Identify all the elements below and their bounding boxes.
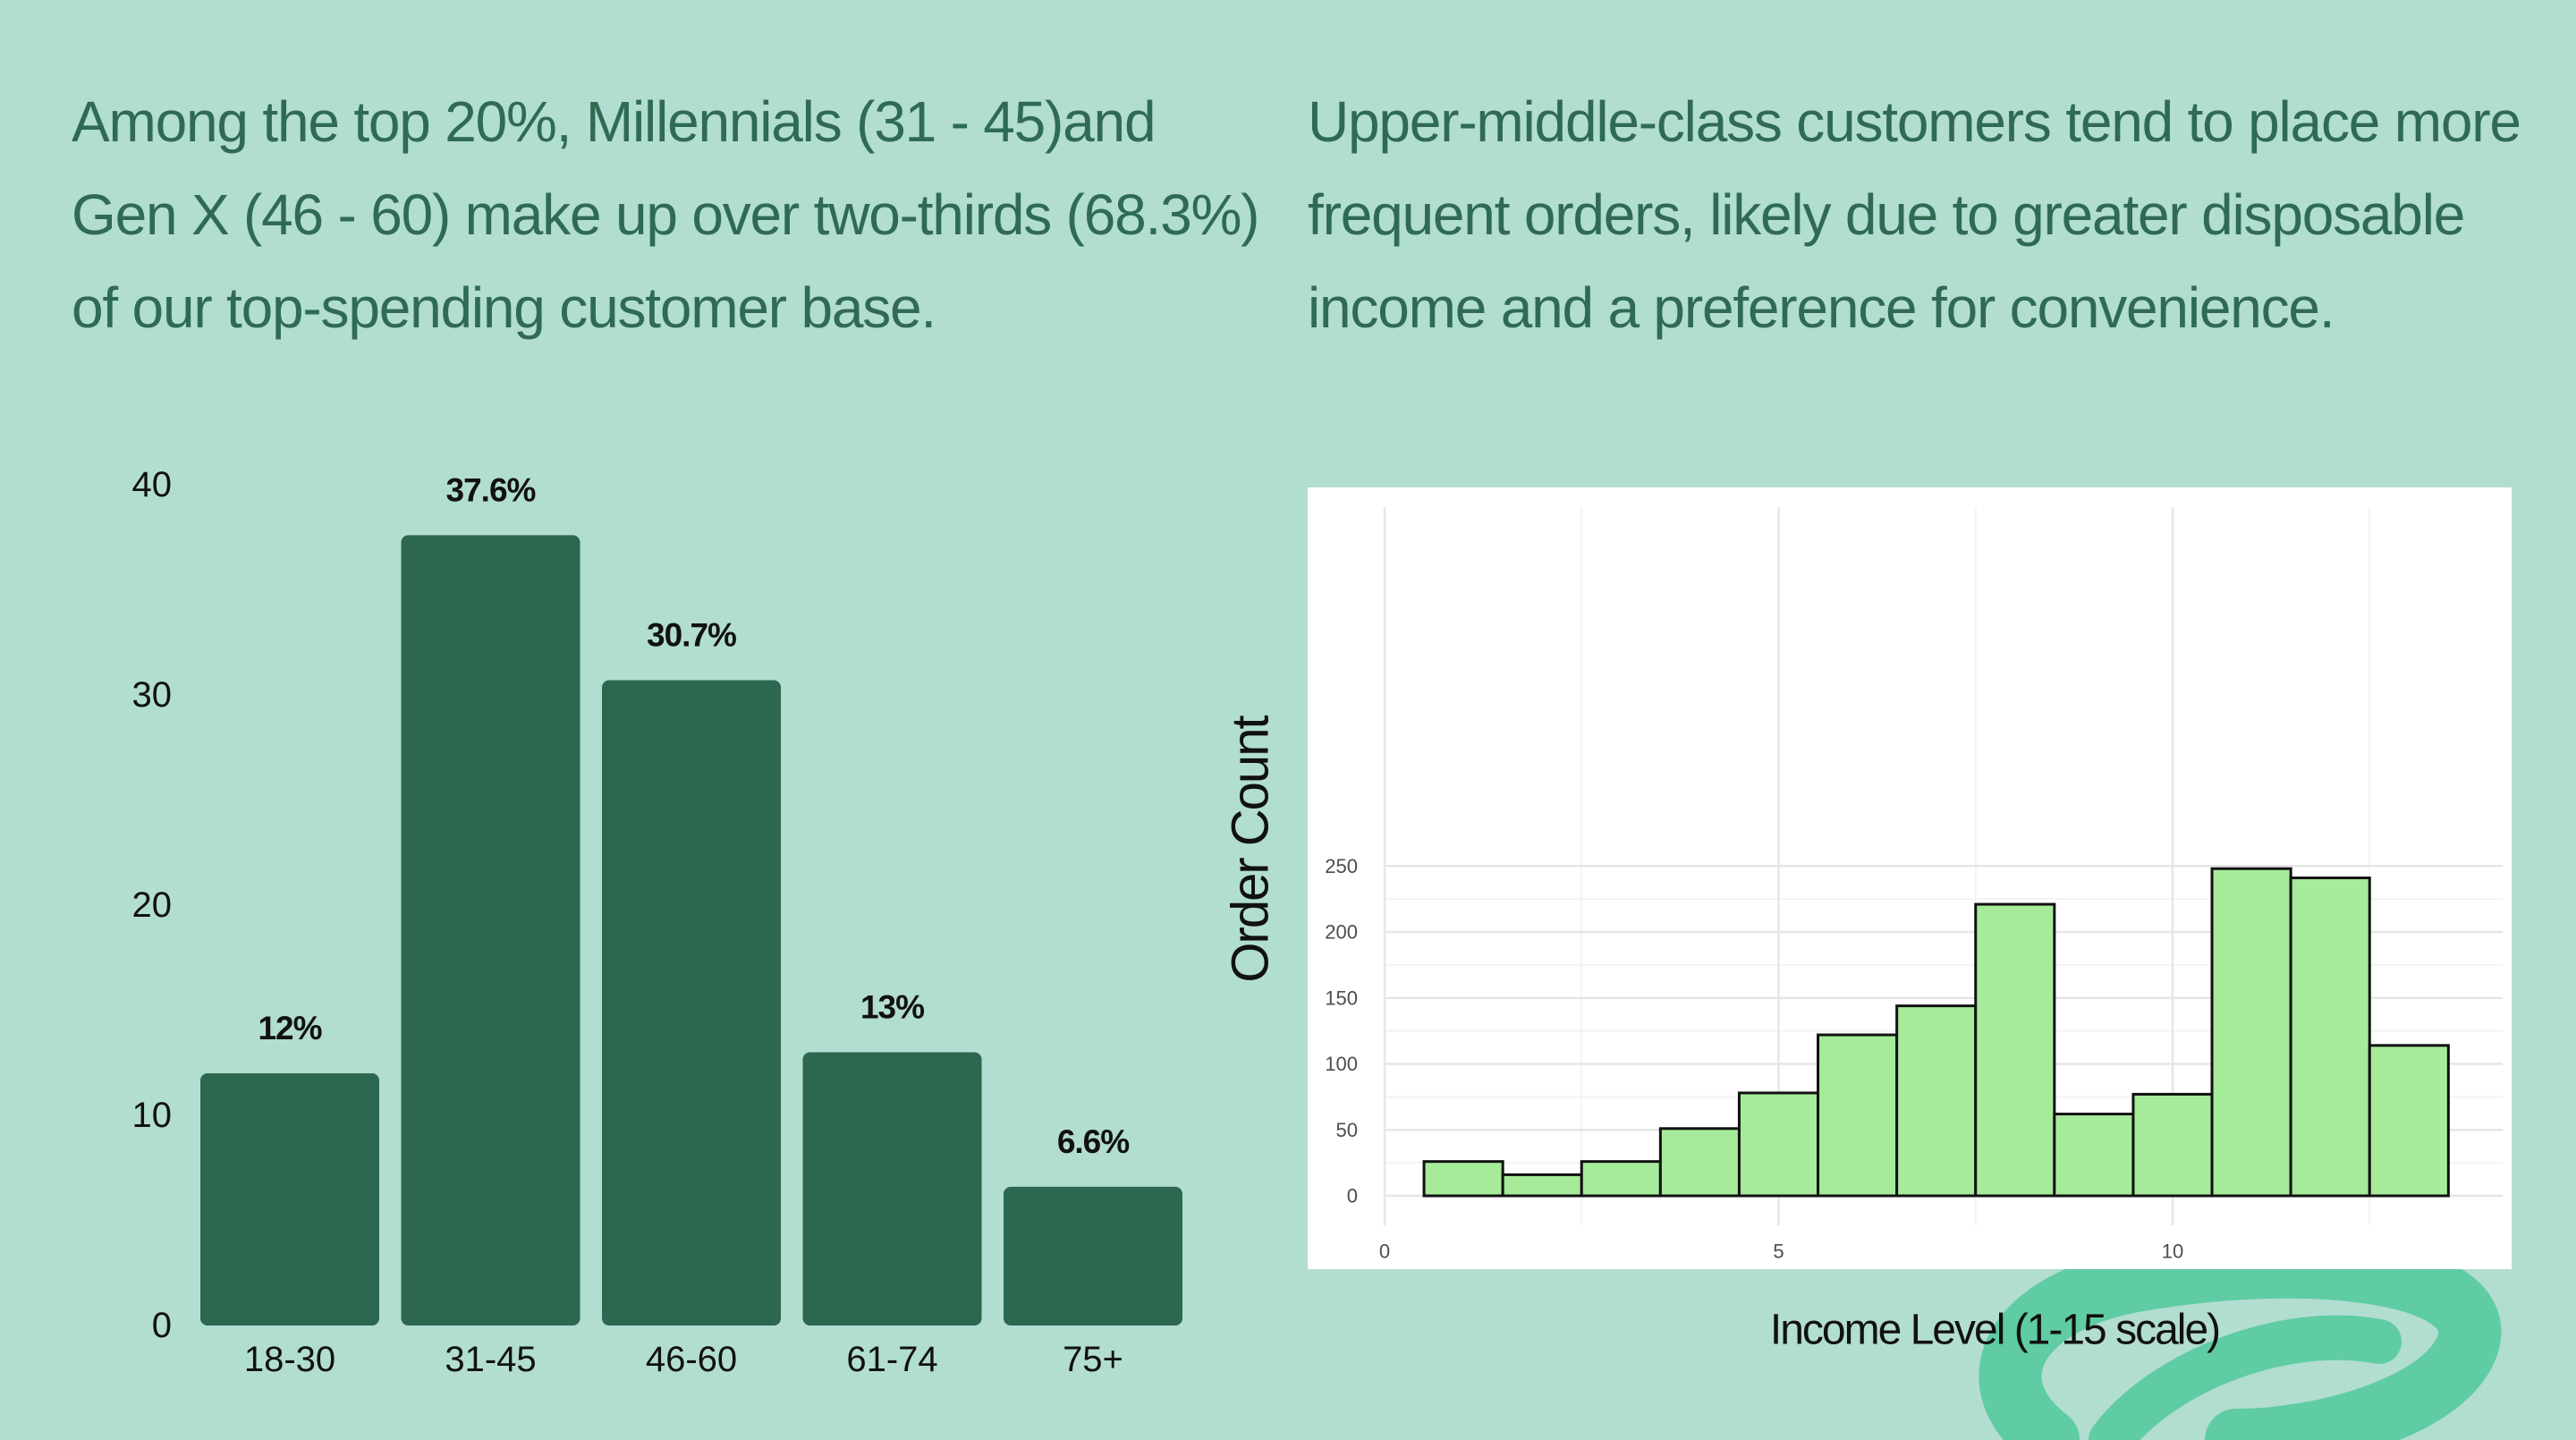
hist-bin [1737, 1091, 1820, 1198]
hist-y-tick-label: 200 [1325, 921, 1358, 944]
bar-x-tick-label: 61-74 [846, 1340, 937, 1379]
histogram-x-axis-label: Income Level (1-15 scale) [1769, 1306, 2221, 1354]
bar-x-tick-label: 75+ [1063, 1340, 1123, 1379]
income-histogram: 0 50 100 150 200 250 0 5 10 [1325, 507, 2503, 1263]
bar-61-74 [802, 1052, 982, 1326]
hist-bin [1422, 1160, 1504, 1198]
decorative-swirl-loop-outer [1979, 1235, 2502, 1440]
hist-bin [1658, 1127, 1741, 1198]
hist-y-tick-label: 250 [1325, 855, 1358, 877]
bar-x-tick-label: 46-60 [646, 1340, 737, 1379]
bar-y-tick-label: 0 [152, 1306, 172, 1345]
bar-data-label: 37.6% [446, 471, 536, 508]
hist-y-tick-label: 150 [1325, 987, 1358, 1009]
bar-y-tick-label: 20 [132, 885, 173, 925]
bar-data-label: 6.6% [1057, 1123, 1129, 1160]
hist-bin [2368, 1044, 2450, 1198]
bar-18-30 [200, 1073, 379, 1326]
bar-data-label: 12% [258, 1010, 321, 1046]
income-histogram-panel: 0 50 100 150 200 250 0 5 10 [1308, 487, 2512, 1269]
hist-x-tick-label: 0 [1379, 1241, 1390, 1263]
hist-x-tick-label: 5 [1773, 1241, 1784, 1263]
bar-75+ [1004, 1186, 1182, 1326]
decorative-swirl-loop-inner [2089, 1315, 2402, 1440]
hist-bin [1501, 1173, 1583, 1198]
bar-y-tick-label: 10 [132, 1096, 173, 1135]
right-headline: Upper-middle-class customers tend to pla… [1308, 89, 2521, 340]
hist-x-tick-label: 10 [2162, 1241, 2183, 1263]
bar-data-label: 13% [860, 989, 924, 1026]
hist-bin [2210, 867, 2292, 1198]
hist-bin [1580, 1160, 1662, 1198]
bar-31-45 [401, 535, 580, 1326]
bar-y-tick-label: 40 [132, 465, 173, 504]
bar-y-tick-label: 30 [132, 675, 173, 715]
bar-46-60 [602, 680, 781, 1326]
bar-data-label: 30.7% [647, 617, 736, 654]
hist-bin [1817, 1033, 1899, 1198]
hist-bin [2131, 1092, 2214, 1198]
hist-bin [1974, 902, 2056, 1198]
hist-bin [2289, 877, 2371, 1198]
hist-y-tick-label: 100 [1325, 1053, 1358, 1075]
bar-x-tick-label: 31-45 [445, 1340, 536, 1379]
left-headline: Among the top 20%, Millennials (31 - 45)… [72, 89, 1259, 340]
hist-bin [1895, 1004, 1978, 1198]
hist-y-tick-label: 50 [1336, 1119, 1358, 1141]
hist-y-tick-label: 0 [1347, 1185, 1358, 1207]
histogram-y-axis-label: Order Count [1221, 716, 1280, 983]
hist-bin [2053, 1113, 2135, 1198]
age-group-bar-chart: 0 10 20 30 40 12% 18-30 37.6% 31-45 30.7% 46-60 13%… [132, 465, 1182, 1379]
bar-x-tick-label: 18-30 [244, 1340, 335, 1379]
